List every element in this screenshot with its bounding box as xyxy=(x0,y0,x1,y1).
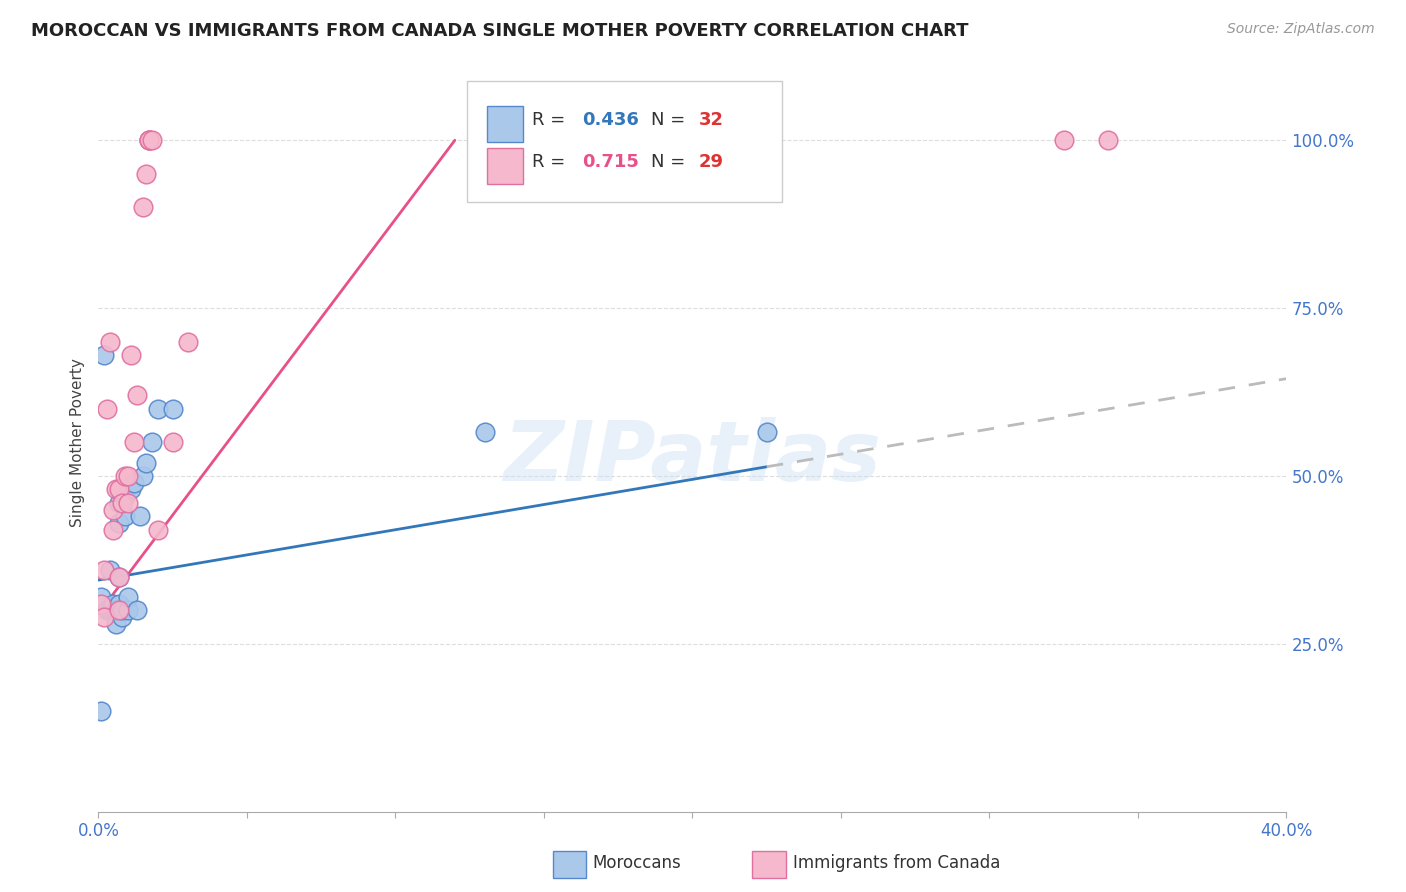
Point xyxy=(105,603,128,617)
Text: ZIPatlas: ZIPatlas xyxy=(503,417,882,498)
Point xyxy=(132,201,155,215)
Point xyxy=(111,610,134,624)
Text: Source: ZipAtlas.com: Source: ZipAtlas.com xyxy=(1227,22,1375,37)
Point xyxy=(138,133,160,147)
Text: 0.715: 0.715 xyxy=(582,153,638,170)
Point xyxy=(117,590,139,604)
Point xyxy=(125,603,148,617)
Y-axis label: Single Mother Poverty: Single Mother Poverty xyxy=(69,358,84,527)
Point xyxy=(98,563,121,577)
Point xyxy=(146,401,169,416)
Text: Immigrants from Canada: Immigrants from Canada xyxy=(793,855,1000,872)
Bar xyxy=(486,148,523,184)
Point xyxy=(135,456,157,470)
Point xyxy=(93,610,115,624)
Point xyxy=(93,348,115,362)
Point xyxy=(125,388,148,402)
Point xyxy=(108,496,131,510)
Point xyxy=(117,496,139,510)
Point xyxy=(90,590,112,604)
Text: 0.436: 0.436 xyxy=(582,111,638,128)
Point xyxy=(103,597,125,611)
Text: R =: R = xyxy=(531,153,571,170)
Point xyxy=(111,496,134,510)
Text: MOROCCAN VS IMMIGRANTS FROM CANADA SINGLE MOTHER POVERTY CORRELATION CHART: MOROCCAN VS IMMIGRANTS FROM CANADA SINGL… xyxy=(31,22,969,40)
Point xyxy=(138,133,160,147)
Point xyxy=(96,603,118,617)
Point xyxy=(474,425,496,440)
Point xyxy=(120,483,142,497)
Point xyxy=(105,483,128,497)
Point xyxy=(108,570,131,584)
Point xyxy=(117,469,139,483)
Point xyxy=(122,475,145,490)
Point xyxy=(117,603,139,617)
Point xyxy=(90,704,112,718)
Point xyxy=(176,334,198,349)
Point xyxy=(138,133,160,147)
Point xyxy=(1097,133,1119,147)
Point xyxy=(103,603,125,617)
Point xyxy=(162,401,184,416)
Point xyxy=(103,523,125,537)
Point xyxy=(132,469,155,483)
Point xyxy=(129,509,152,524)
Point xyxy=(146,523,169,537)
Point xyxy=(122,435,145,450)
Point xyxy=(98,603,121,617)
Point xyxy=(108,483,131,497)
Point xyxy=(108,516,131,530)
Point xyxy=(108,597,131,611)
Point xyxy=(93,563,115,577)
Point xyxy=(162,435,184,450)
Point xyxy=(141,435,163,450)
Point xyxy=(108,603,131,617)
Point xyxy=(111,603,134,617)
Text: Moroccans: Moroccans xyxy=(592,855,681,872)
Point xyxy=(90,597,112,611)
Point xyxy=(1053,133,1076,147)
Point xyxy=(755,425,778,440)
Point xyxy=(105,603,128,617)
Text: R =: R = xyxy=(531,111,571,128)
Point xyxy=(108,570,131,584)
Point xyxy=(114,489,136,503)
Point xyxy=(96,401,118,416)
Text: 32: 32 xyxy=(699,111,724,128)
Point xyxy=(105,616,128,631)
Point xyxy=(114,469,136,483)
Bar xyxy=(486,106,523,142)
Point xyxy=(114,509,136,524)
Point xyxy=(141,133,163,147)
Point xyxy=(98,334,121,349)
FancyBboxPatch shape xyxy=(467,80,782,202)
Point xyxy=(135,167,157,181)
Point xyxy=(103,502,125,516)
Text: N =: N = xyxy=(651,111,690,128)
Point xyxy=(120,348,142,362)
Text: N =: N = xyxy=(651,153,690,170)
Text: 29: 29 xyxy=(699,153,724,170)
